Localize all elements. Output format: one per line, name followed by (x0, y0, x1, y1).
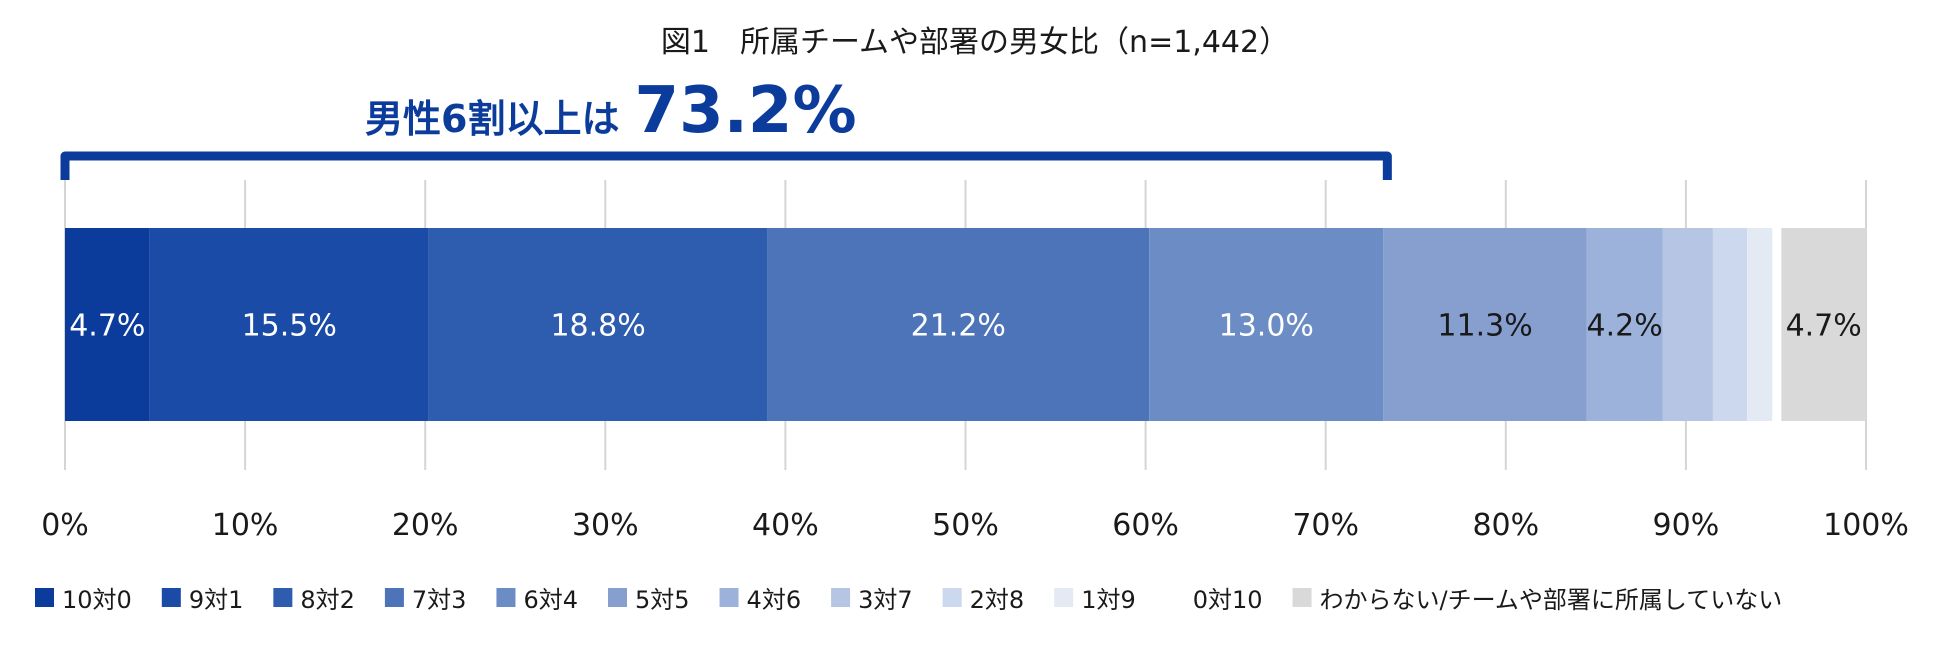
legend-swatch-series-7 (719, 588, 739, 607)
chart-title: 図1 所属チームや部署の男女比（n=1,442） (661, 25, 1289, 60)
data-label-series-5: 13.0% (1219, 309, 1314, 344)
x-tick-label: 20% (392, 508, 459, 543)
data-label-series-1: 4.7% (69, 309, 145, 344)
data-label-series-12: 4.7% (1786, 309, 1862, 344)
legend-label-series-3: 8対2 (300, 586, 355, 614)
legend-label-series-6: 5対5 (635, 586, 690, 614)
legend-swatch-series-1 (35, 588, 54, 607)
bar-segment-series-6 (1383, 228, 1587, 421)
data-label-series-4: 21.2% (911, 309, 1006, 344)
x-tick-label: 30% (572, 508, 639, 543)
legend-label-series-10: 1対9 (1081, 586, 1136, 614)
legend-label-series-5: 6対4 (523, 586, 578, 614)
legend-label-series-9: 2対8 (970, 586, 1025, 614)
legend-label-series-8: 3対7 (858, 586, 913, 614)
x-tick-label: 40% (752, 508, 819, 543)
legend-label-series-7: 4対6 (747, 586, 802, 614)
x-tick-label: 100% (1823, 508, 1909, 543)
x-tick-label: 70% (1292, 508, 1359, 543)
bar-segment-series-8 (1662, 228, 1713, 421)
legend-swatch-series-10 (1054, 588, 1074, 607)
legend-swatch-series-2 (161, 588, 181, 607)
bar-segment-series-1 (65, 228, 150, 421)
data-label-series-6: 11.3% (1437, 309, 1532, 344)
bar-segment-series-9 (1712, 228, 1748, 421)
legend-swatch-series-6 (608, 588, 627, 607)
bar-segment-series-11 (1772, 228, 1782, 421)
legend-swatch-series-5 (496, 588, 516, 607)
bar-segment-series-10 (1747, 228, 1773, 421)
male-majority-annotation: 男性6割以上は 73.2% (60, 74, 1392, 180)
annotation-label: 男性6割以上は (365, 97, 619, 141)
x-tick-label: 80% (1472, 508, 1539, 543)
legend-label-series-12: わからない/チームや部署に所属していない (1320, 586, 1783, 614)
legend-swatch-series-11 (1165, 588, 1185, 607)
annotation-bracket (60, 151, 1392, 180)
bar-segment-series-12 (1781, 228, 1866, 421)
legend-swatch-series-3 (273, 588, 293, 607)
legend-swatch-series-12 (1292, 588, 1312, 607)
data-label-series-3: 18.8% (550, 309, 645, 344)
legend: 10対0 9対1 8対2 7対3 6対4 5対5 4対6 3対7 2対8 1対9 0対10 わからない… (35, 586, 1782, 614)
legend-swatch-series-4 (384, 588, 404, 607)
bar-segments (65, 228, 1866, 421)
x-tick-label: 60% (1112, 508, 1179, 543)
x-tick-label: 90% (1653, 508, 1720, 543)
bar-segment-series-4 (767, 228, 1150, 421)
annotation-value: 73.2% (635, 74, 857, 148)
data-label-series-7: 4.2% (1587, 309, 1663, 344)
data-label-series-2: 15.5% (242, 309, 337, 344)
bar-segment-series-7 (1586, 228, 1663, 421)
x-tick-label: 10% (212, 508, 279, 543)
legend-label-series-1: 10対0 (62, 586, 132, 614)
bar-segment-series-3 (428, 228, 768, 421)
annotation-text: 男性6割以上は 73.2% (365, 74, 857, 148)
legend-label-series-11: 0対10 (1193, 586, 1263, 614)
x-tick-label: 50% (932, 508, 999, 543)
legend-swatch-series-9 (942, 588, 962, 607)
legend-swatch-series-8 (831, 588, 851, 607)
bar-segment-series-5 (1149, 228, 1384, 421)
data-labels: 4.7% 15.5% 18.8% 21.2% 13.0% 11.3% 4.2% 4.7% (69, 309, 1862, 344)
bar-segment-series-2 (149, 228, 429, 421)
x-axis-ticks: 0% 10% 20% 30% 40% 50% 60% 70% 80% 90% 100% (41, 508, 1909, 543)
x-tick-label: 0% (41, 508, 89, 543)
legend-label-series-4: 7対3 (412, 586, 467, 614)
legend-label-series-2: 9対1 (189, 586, 244, 614)
